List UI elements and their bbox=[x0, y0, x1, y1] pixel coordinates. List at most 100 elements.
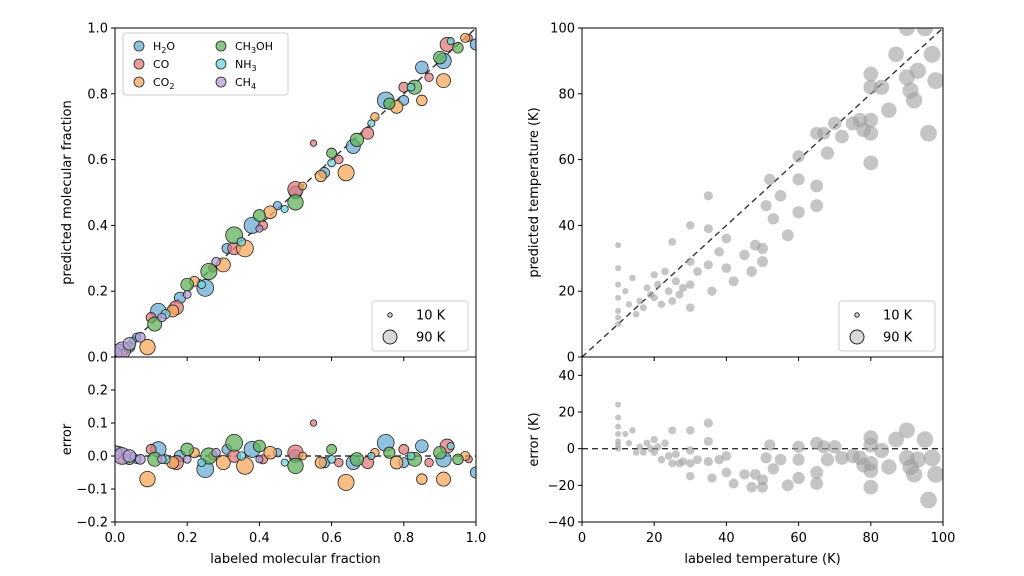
point-temperature bbox=[792, 440, 805, 453]
point-temperature bbox=[629, 427, 636, 434]
size-legend: 10 K 90 K bbox=[838, 300, 936, 352]
point-h2o bbox=[272, 200, 283, 211]
point-temperature bbox=[622, 288, 629, 295]
point-temperature bbox=[615, 242, 622, 249]
y-tick-label: 0.8 bbox=[87, 87, 108, 102]
point-temperature bbox=[764, 173, 776, 185]
point-ch3oh bbox=[433, 445, 447, 460]
legend-marker-ch3oh bbox=[215, 40, 227, 52]
point-h2o bbox=[415, 439, 429, 453]
temperature-parity-panel: 0 20 40 60 80 100 predicted temperature (K) 10 … bbox=[527, 22, 944, 366]
fraction-error-panel: −0.2 −0.1 0.0 0.1 0.2 0.0 0.2 0.4 0.6 0.8 1.0 error… bbox=[60, 356, 486, 567]
y-tick-label: 0.1 bbox=[87, 417, 108, 432]
point-temperature bbox=[863, 79, 879, 95]
point-ch3oh bbox=[433, 50, 447, 65]
point-temperature bbox=[703, 418, 713, 428]
point-nh3 bbox=[280, 458, 289, 467]
x-axis-label: labeled molecular fraction bbox=[210, 552, 380, 567]
point-h2o bbox=[415, 60, 429, 75]
point-temperature bbox=[810, 466, 824, 479]
y-tick-label: 0 bbox=[567, 351, 575, 366]
point-temperature bbox=[625, 301, 633, 308]
point-ch4 bbox=[255, 224, 264, 233]
point-nh3 bbox=[367, 452, 376, 460]
y-tick-label: 0.0 bbox=[87, 450, 108, 465]
point-ch4 bbox=[182, 454, 192, 464]
y-tick-label: −0.2 bbox=[76, 516, 108, 531]
point-temperature bbox=[817, 126, 831, 140]
point-temperature bbox=[650, 448, 658, 456]
point-ch4 bbox=[255, 455, 264, 464]
point-co2 bbox=[337, 473, 355, 491]
point-co2 bbox=[263, 445, 277, 460]
point-temperature bbox=[632, 310, 640, 318]
x-tick-label: 0.2 bbox=[177, 531, 198, 546]
point-temperature bbox=[650, 435, 658, 444]
point-temperature bbox=[707, 473, 717, 483]
point-temperature bbox=[756, 242, 769, 254]
point-co2 bbox=[370, 112, 380, 122]
size-legend-label: 10 K bbox=[416, 309, 446, 324]
point-nh3 bbox=[236, 237, 247, 247]
point-temperature bbox=[625, 439, 633, 447]
y-tick-label: 40 bbox=[558, 369, 575, 384]
point-temperature bbox=[639, 448, 647, 456]
size-legend-marker bbox=[849, 329, 865, 345]
point-nh3 bbox=[280, 204, 289, 213]
point-temperature bbox=[746, 481, 757, 493]
point-temperature bbox=[643, 439, 651, 447]
point-ch4 bbox=[182, 290, 192, 299]
point-temperature bbox=[920, 491, 937, 509]
point-temperature bbox=[792, 471, 805, 485]
y-tick-label: 100 bbox=[550, 22, 575, 37]
point-temperature bbox=[671, 450, 680, 459]
point-temperature bbox=[703, 191, 713, 201]
y-tick-label: 80 bbox=[558, 87, 575, 102]
x-tick-label: 60 bbox=[790, 531, 807, 546]
legend-marker-nh3 bbox=[215, 58, 227, 70]
point-temperature bbox=[792, 173, 805, 186]
point-temperature bbox=[920, 124, 937, 142]
y-tick-label: 20 bbox=[558, 285, 575, 300]
point-temperature bbox=[686, 257, 695, 266]
point-temperature bbox=[810, 199, 824, 213]
point-temperature bbox=[874, 442, 890, 459]
size-legend-marker bbox=[854, 312, 860, 318]
size-legend-label: 90 K bbox=[883, 331, 913, 346]
point-temperature bbox=[774, 189, 787, 202]
y-tick-label: 40 bbox=[558, 219, 575, 234]
point-ch3oh bbox=[253, 209, 266, 222]
x-tick-label: 20 bbox=[646, 531, 663, 546]
point-temperature bbox=[874, 79, 890, 95]
point-co2 bbox=[436, 73, 451, 89]
size-legend-marker bbox=[387, 312, 393, 318]
point-temperature bbox=[686, 446, 695, 455]
point-temperature bbox=[863, 479, 879, 495]
point-ch3oh bbox=[452, 453, 464, 466]
point-temperature bbox=[714, 246, 724, 257]
point-co2 bbox=[460, 32, 471, 43]
point-co bbox=[309, 139, 318, 147]
y-tick-label: 0.0 bbox=[87, 351, 108, 366]
point-nh3 bbox=[327, 454, 336, 464]
point-nh3 bbox=[197, 280, 206, 289]
legend-marker-co2 bbox=[133, 76, 145, 88]
point-temperature bbox=[686, 471, 695, 481]
legend-label-nh3: NH3 bbox=[235, 58, 257, 73]
point-temperature bbox=[678, 457, 688, 466]
point-temperature bbox=[923, 45, 941, 63]
point-co2 bbox=[298, 451, 308, 461]
point-co bbox=[398, 444, 410, 455]
point-temperature bbox=[650, 271, 658, 279]
y-axis-label: error bbox=[60, 423, 75, 455]
point-temperature bbox=[817, 440, 831, 454]
point-temperature bbox=[898, 28, 915, 36]
point-temperature bbox=[820, 453, 835, 467]
point-co bbox=[334, 457, 344, 468]
point-temperature bbox=[615, 281, 622, 288]
point-temperature bbox=[767, 213, 780, 225]
point-temperature bbox=[668, 297, 677, 306]
plot-area bbox=[115, 419, 476, 491]
point-temperature bbox=[756, 481, 769, 493]
point-temperature bbox=[905, 466, 923, 483]
